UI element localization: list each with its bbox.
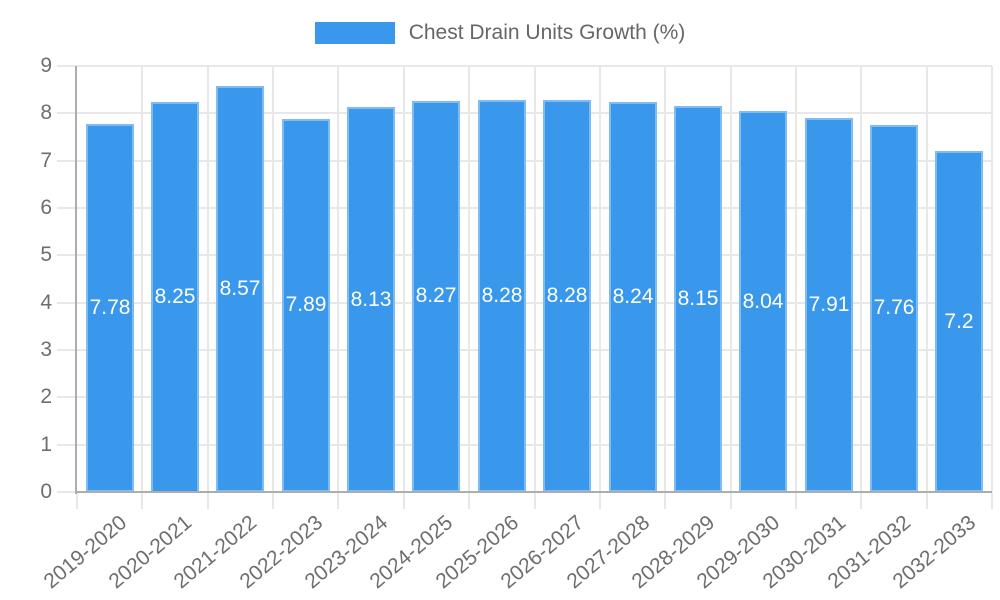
bar-value-label: 7.78 [89,296,131,319]
bar-value-label: 8.57 [219,277,261,300]
legend-label: Chest Drain Units Growth (%) [408,21,686,44]
gridline-x [403,66,405,492]
x-tick [207,493,209,509]
bar[interactable] [543,100,591,492]
bar-value-label: 8.04 [742,290,784,313]
x-tick [599,493,601,509]
x-tick [664,493,666,509]
gridline-x [141,66,143,492]
gridline-x [468,66,470,492]
x-tick [141,493,143,509]
x-tick [730,493,732,509]
bar[interactable] [282,119,330,492]
y-axis-label: 5 [40,243,52,266]
y-axis-line [75,66,77,494]
bar-value-label: 8.28 [481,284,523,307]
gridline-x [534,66,536,492]
x-tick [337,493,339,509]
y-tick [57,160,77,162]
bar[interactable] [151,102,199,493]
y-axis-label: 6 [40,196,52,219]
bar[interactable] [935,151,983,492]
x-tick [272,493,274,509]
gridline-x [207,66,209,492]
bar[interactable] [674,106,722,492]
gridline-x [664,66,666,492]
bar-value-label: 8.27 [415,284,457,307]
bar-value-label: 8.15 [677,287,719,310]
gridline-x [860,66,862,492]
bar-value-label: 8.28 [546,284,588,307]
bar[interactable] [739,111,787,492]
gridline-x [730,66,732,492]
y-tick [57,207,77,209]
bar-value-label: 7.76 [873,296,915,319]
y-tick [57,396,77,398]
y-tick [57,65,77,67]
x-tick [926,493,928,509]
y-tick [57,349,77,351]
gridline-x [337,66,339,492]
y-tick [57,112,77,114]
x-tick [534,493,536,509]
bar[interactable] [478,100,526,492]
bar-value-label: 8.13 [350,288,392,311]
gridline-x [599,66,601,492]
y-tick [57,254,77,256]
bar[interactable] [870,125,918,492]
bar-value-label: 7.89 [285,293,327,316]
x-tick [468,493,470,509]
gridline-x [272,66,274,492]
y-axis-label: 3 [40,338,52,361]
x-tick [860,493,862,509]
bar-value-label: 8.25 [154,285,196,308]
y-tick [57,444,77,446]
bar-value-label: 8.24 [612,285,654,308]
gridline-x [926,66,928,492]
y-axis-label: 1 [40,433,52,456]
legend-swatch [314,22,395,44]
bar-value-label: 7.2 [944,310,974,333]
y-axis-label: 7 [40,149,52,172]
x-tick [795,493,797,509]
x-tick [403,493,405,509]
x-tick [76,493,78,509]
bar-value-label: 7.91 [808,293,850,316]
y-axis-label: 4 [40,291,52,314]
bar[interactable] [216,86,264,492]
x-tick [991,493,993,509]
bar[interactable] [805,118,853,492]
bar[interactable] [609,102,657,492]
y-axis-label: 9 [40,54,52,77]
gridline-x [991,66,993,492]
y-axis-label: 8 [40,101,52,124]
bar[interactable] [412,101,460,492]
chart-legend[interactable]: Chest Drain Units Growth (%) [0,20,1000,46]
y-tick [57,491,77,493]
y-axis-label: 2 [40,385,52,408]
y-tick [57,302,77,304]
bar[interactable] [347,107,395,492]
gridline-x [795,66,797,492]
x-axis-line [75,491,992,493]
y-axis-label: 0 [40,480,52,503]
